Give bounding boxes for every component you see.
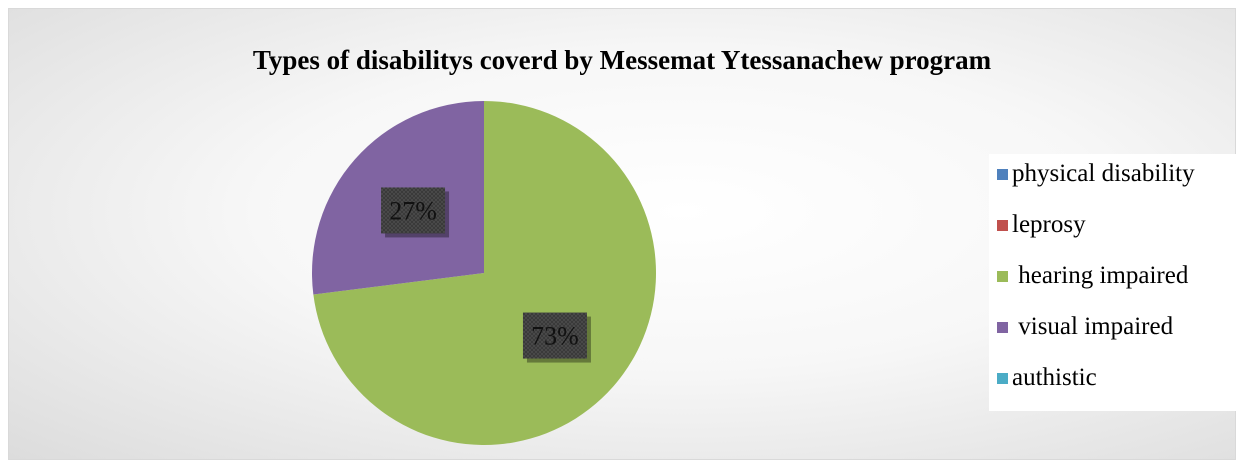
legend-swatch: [997, 270, 1008, 282]
data-label-text: 73%: [531, 322, 579, 351]
legend: physical disability leprosy hearing impa…: [989, 154, 1239, 411]
legend-item-visual-impaired: visual impaired: [997, 312, 1173, 342]
legend-swatch: [997, 168, 1008, 180]
legend-label: visual impaired: [1012, 313, 1174, 340]
legend-label: hearing impaired: [1012, 262, 1189, 289]
legend-swatch: [997, 219, 1008, 231]
legend-item-hearing-impaired: hearing impaired: [997, 261, 1188, 291]
legend-swatch: [997, 372, 1008, 384]
legend-item-physical-disability: physical disability: [997, 159, 1195, 189]
legend-label: physical disability: [1012, 160, 1195, 187]
legend-swatch: [997, 321, 1008, 333]
chart-title: Types of disabilitys coverd by Messemat …: [252, 45, 992, 75]
chart-area: Types of disabilitys coverd by Messemat …: [8, 8, 1239, 460]
legend-label: authistic: [1012, 364, 1097, 391]
data-label: 73%: [522, 312, 591, 363]
data-label: 27%: [381, 187, 450, 238]
legend-item-leprosy: leprosy: [997, 210, 1086, 240]
legend-item-authistic: authistic: [997, 363, 1097, 393]
pie-slice: [313, 101, 656, 445]
pie-chart: 73% 27%: [312, 101, 656, 445]
legend-label: leprosy: [1012, 211, 1086, 238]
data-label-text: 27%: [389, 196, 437, 225]
